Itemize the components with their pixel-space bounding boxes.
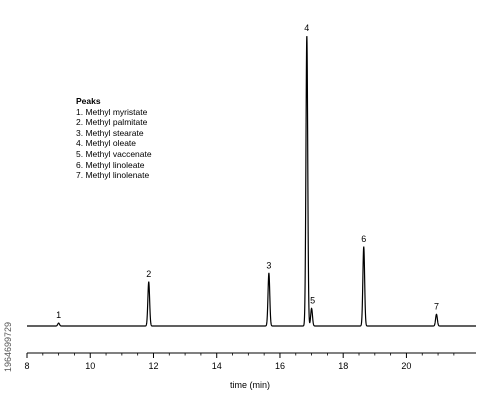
x-tick-label: 20: [401, 361, 411, 371]
watermark: 1964699729: [2, 290, 14, 400]
x-tick-label: 10: [85, 361, 95, 371]
peak-label-layer: 1 2 3 4 5 6 7: [56, 23, 439, 320]
chromatogram-trace: [27, 36, 476, 327]
x-tick-label: 14: [212, 361, 222, 371]
x-axis: 8 10 12 14 16 18 20: [24, 352, 476, 371]
watermark-id-text: 1964699729: [3, 321, 13, 372]
x-tick-label: 8: [24, 361, 29, 371]
x-axis-label: time (min): [230, 380, 270, 390]
peaks-legend: Peaks 1. Methyl myristate 2. Methyl palmi…: [76, 96, 152, 181]
peak-label: 3: [266, 260, 271, 270]
legend-item: 3. Methyl stearate: [76, 127, 144, 138]
legend-item: 2. Methyl palmitate: [76, 117, 148, 128]
x-tick-label: 18: [338, 361, 348, 371]
legend-item: 1. Methyl myristate: [76, 106, 148, 117]
peak-label: 5: [310, 295, 315, 305]
peak-label: 1: [56, 310, 61, 320]
peak-label: 6: [361, 234, 366, 244]
peak-label: 7: [434, 301, 439, 311]
peak-label: 4: [304, 23, 309, 33]
peak-label: 2: [146, 269, 151, 279]
legend-items: 1. Methyl myristate 2. Methyl palmitate 3.…: [76, 107, 152, 181]
legend-item: 6. Methyl linoleate: [76, 159, 145, 170]
x-tick-label: 16: [275, 361, 285, 371]
trace-layer: [27, 36, 476, 327]
legend-item: 4. Methyl oleate: [76, 138, 137, 149]
legend-item: 5. Methyl vaccenate: [76, 148, 152, 159]
legend-title: Peaks: [76, 96, 101, 106]
x-tick-label: 12: [148, 361, 158, 371]
legend-item: 7. Methyl linolenate: [76, 170, 150, 181]
